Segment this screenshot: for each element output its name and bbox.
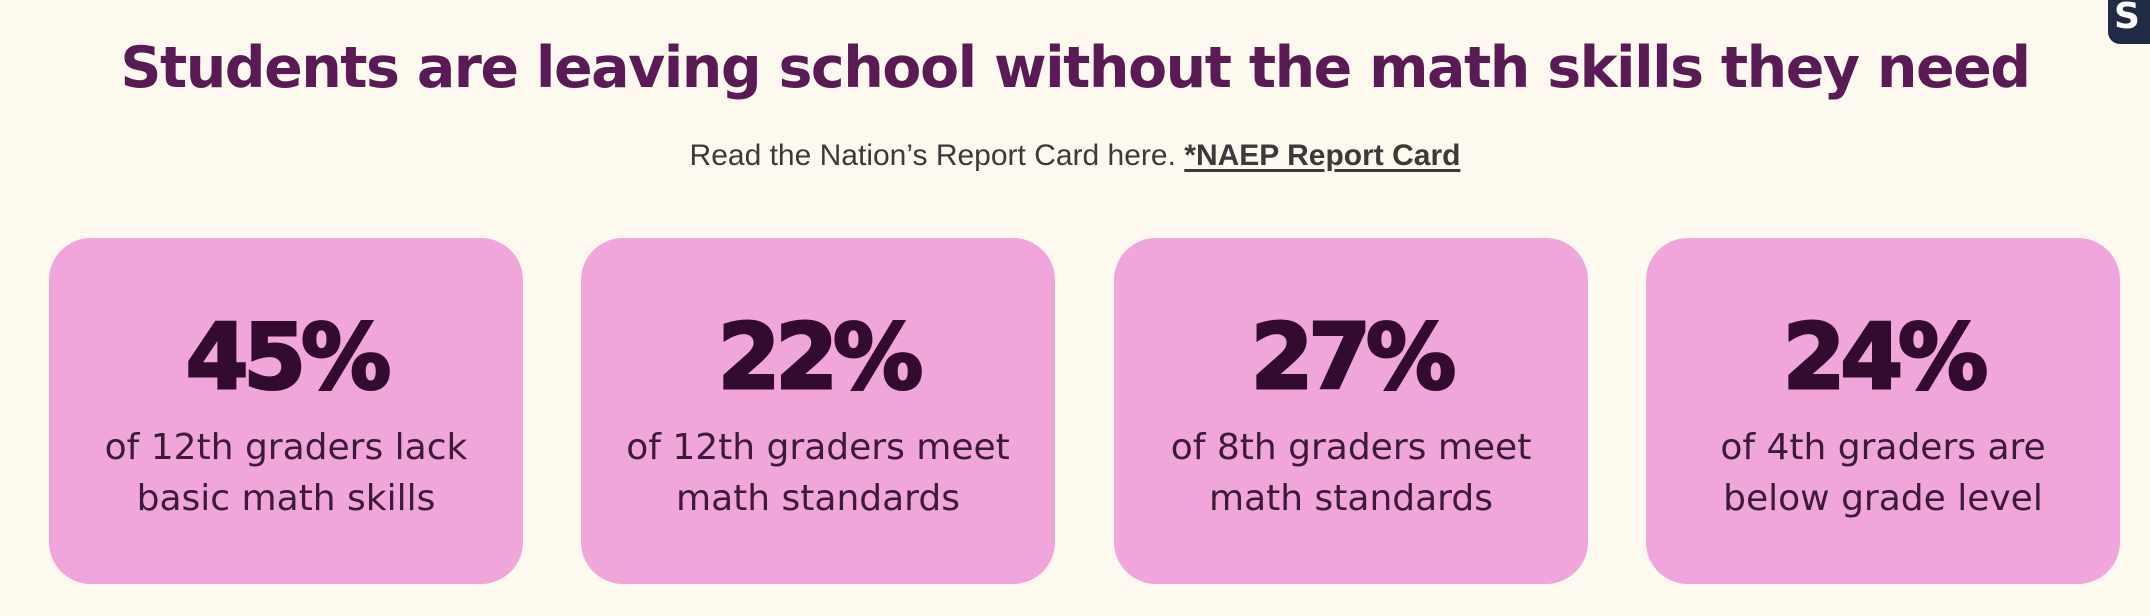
stat-description: of 12th graders lack basic math skills bbox=[104, 427, 468, 519]
naep-report-card-link[interactable]: *NAEP Report Card bbox=[1184, 139, 1461, 172]
stat-card-8th-standards: 27% of 8th graders meet math standards bbox=[1114, 238, 1588, 584]
stat-description: of 4th graders are below grade level bbox=[1720, 427, 2046, 519]
stat-value: 45% bbox=[184, 305, 392, 410]
stat-value: 24% bbox=[1781, 305, 1989, 410]
stat-description: of 12th graders meet math standards bbox=[626, 427, 1010, 519]
stat-value: 22% bbox=[716, 305, 924, 410]
page-title: Students are leaving school without the … bbox=[120, 35, 2031, 101]
report-card-note: Read the Nation’s Report Card here. *NAE… bbox=[0, 136, 2150, 176]
chat-widget-button[interactable]: S bbox=[2108, 0, 2150, 44]
stat-card-4th-grade-level: 24% of 4th graders are below grade level bbox=[1646, 238, 2120, 584]
report-card-text: Read the Nation’s Report Card here. bbox=[689, 139, 1176, 172]
stat-card-12th-standards: 22% of 12th graders meet math standards bbox=[581, 238, 1055, 584]
stat-card-12th-basic-skills: 45% of 12th graders lack basic math skil… bbox=[49, 238, 523, 584]
stat-description: of 8th graders meet math standards bbox=[1170, 427, 1532, 519]
stat-value: 27% bbox=[1249, 305, 1457, 410]
